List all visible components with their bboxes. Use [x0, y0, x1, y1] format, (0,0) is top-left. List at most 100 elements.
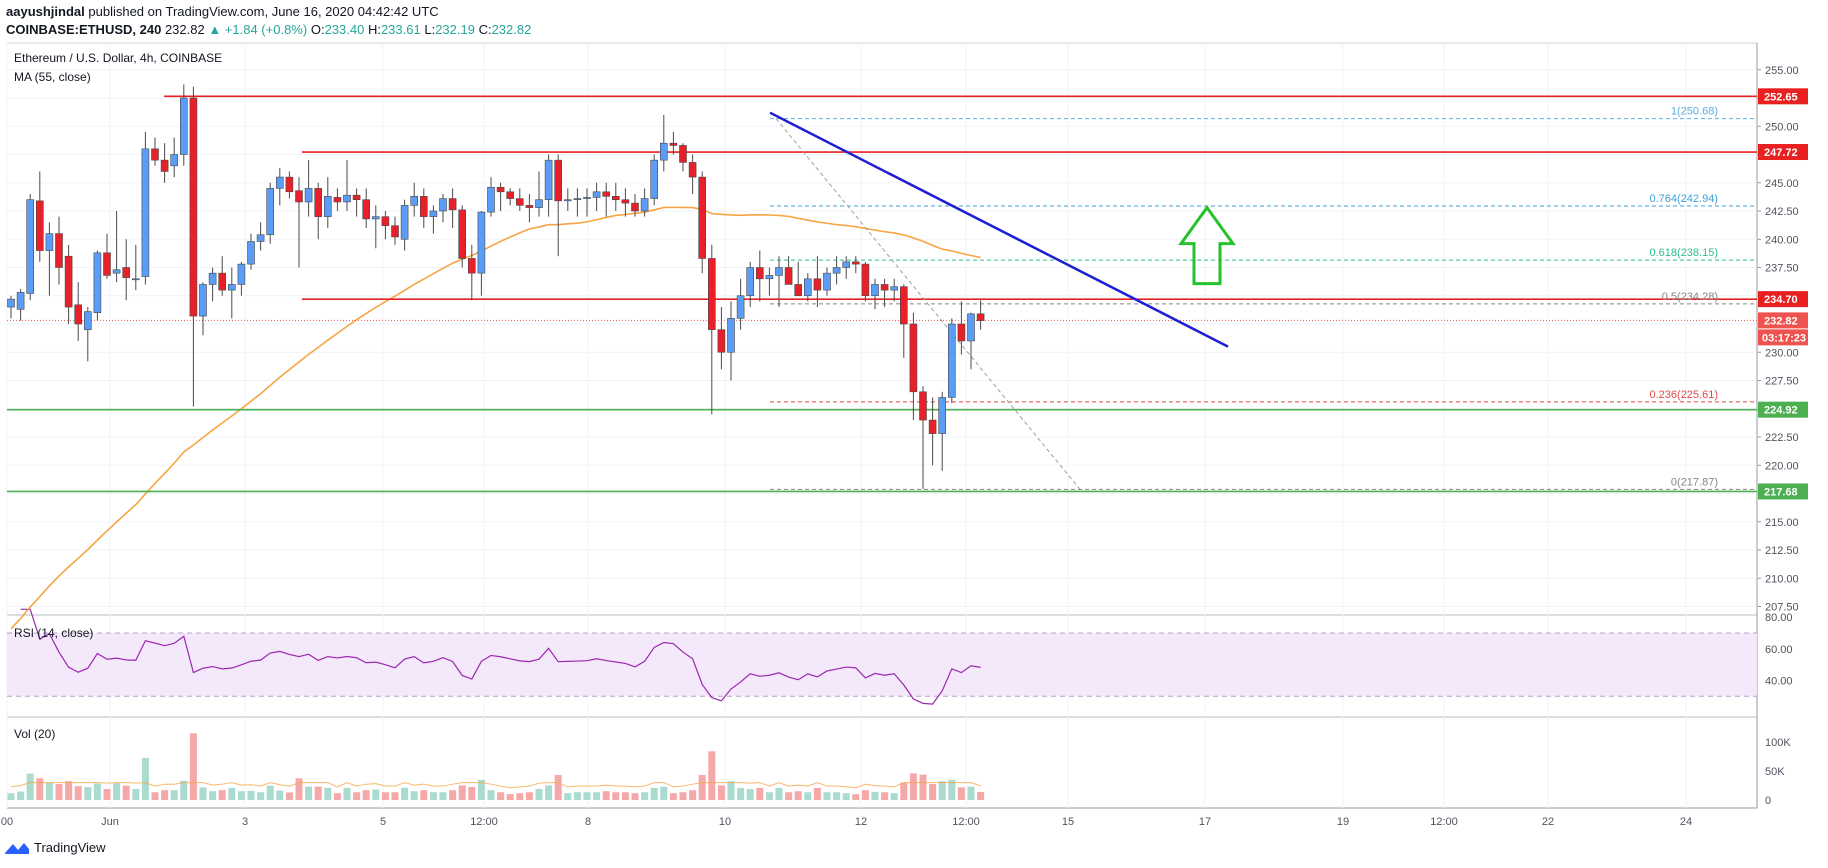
volume-bar [813, 787, 821, 800]
candle [717, 307, 726, 370]
volume-bar [36, 778, 44, 800]
volume-bar [26, 773, 34, 800]
time-tick-label: 3 [242, 816, 248, 828]
volume-bar [967, 786, 975, 800]
volume-bar [170, 790, 178, 800]
volume-bar [804, 792, 812, 800]
candle-body [74, 304, 82, 325]
candle-body [199, 284, 207, 317]
volume-bar [698, 775, 706, 800]
volume-bar [823, 792, 831, 800]
candle-body [112, 269, 121, 274]
candle-body [391, 225, 399, 238]
candle-body [669, 142, 678, 146]
volume-bar [247, 790, 255, 800]
candle-body [132, 278, 140, 281]
candle-body [266, 188, 275, 236]
resistance-price-label: 252.65 [1764, 91, 1798, 103]
candle-body [247, 241, 255, 265]
price-tick-label: 237.50 [1765, 263, 1799, 275]
volume-bar [717, 785, 725, 800]
candle-body [295, 190, 303, 203]
candle-body [535, 199, 543, 208]
volume-bar [362, 790, 370, 800]
candle-body [371, 216, 380, 220]
candle [132, 244, 140, 291]
price-tick-label: 230.00 [1765, 347, 1799, 359]
volume-bar [420, 790, 428, 800]
fib-level-label: 0.236(225.61) [1650, 389, 1719, 401]
candle-body [160, 159, 169, 172]
price-tick-label: 255.00 [1765, 65, 1799, 77]
candle [333, 188, 342, 211]
volume-bar [602, 791, 610, 800]
candle [26, 194, 35, 301]
candle [775, 256, 783, 308]
volume-bar [84, 787, 92, 800]
tradingview-logo[interactable]: TradingView [4, 840, 106, 855]
rsi-legend: RSI (14, close) [14, 626, 93, 640]
volume-bar [199, 787, 207, 800]
candle [880, 278, 889, 308]
volume-bar [641, 792, 649, 800]
fib-level-label: 0.5(234.28) [1662, 291, 1718, 303]
rsi-tick-label: 80.00 [1765, 612, 1793, 624]
volume-bar [218, 790, 226, 800]
last-price-text: 232.82 [164, 22, 205, 37]
candle [899, 284, 908, 358]
price-tick-label: 222.50 [1765, 432, 1799, 444]
candle-body [736, 295, 745, 319]
volume-bar [765, 792, 773, 800]
candle [698, 171, 707, 274]
candle [352, 188, 361, 217]
volume-bar [631, 793, 639, 800]
candle [967, 312, 975, 370]
candle [535, 171, 543, 217]
candle [218, 256, 226, 296]
grid [6, 42, 1758, 809]
volume-bar [209, 791, 217, 800]
candle-body [659, 142, 668, 161]
resistance-price-label: 234.70 [1764, 294, 1798, 306]
candle [976, 300, 985, 330]
volume-bar [55, 784, 63, 800]
candle [583, 188, 591, 217]
time-tick-label: 17 [1199, 816, 1211, 828]
candle [554, 154, 563, 257]
volume-bar [113, 783, 121, 800]
candle [947, 318, 956, 404]
time-tick-label: 12:00 [952, 816, 980, 828]
candle [602, 182, 611, 217]
volume-bar [151, 792, 159, 800]
candle-body [35, 200, 44, 251]
change-text: ▲ +1.84 (+0.8%) [208, 22, 308, 37]
candle-body [976, 313, 985, 321]
countdown-label: 03:17:23 [1762, 332, 1806, 344]
candle [659, 114, 668, 172]
candle-body [103, 252, 111, 276]
price-tick-label: 240.00 [1765, 234, 1799, 246]
support-price-label: 224.92 [1764, 405, 1798, 417]
last-price-tag [1758, 312, 1808, 329]
author-name[interactable]: aayushjindal [6, 4, 85, 19]
candle [957, 301, 966, 355]
axes: 255.00252.50250.00247.50245.00242.50240.… [1, 65, 1808, 828]
volume-bar [785, 792, 793, 800]
time-tick-label: 19 [1337, 816, 1349, 828]
candle-body [794, 284, 803, 297]
publish-text: published on TradingView.com, June 16, 2… [88, 4, 439, 19]
resistance-price-tag [1758, 88, 1808, 105]
candle-body [544, 159, 553, 200]
candle [755, 250, 764, 302]
high-label: H: [367, 22, 381, 37]
candle [419, 188, 428, 228]
candle [275, 168, 284, 206]
volume-bar [756, 787, 764, 800]
candle [93, 250, 102, 321]
price-tick-label: 220.00 [1765, 460, 1799, 472]
price-tick-label: 215.00 [1765, 517, 1799, 529]
volume-bar [295, 778, 303, 800]
close-label: C: [478, 22, 492, 37]
candle [64, 244, 73, 324]
